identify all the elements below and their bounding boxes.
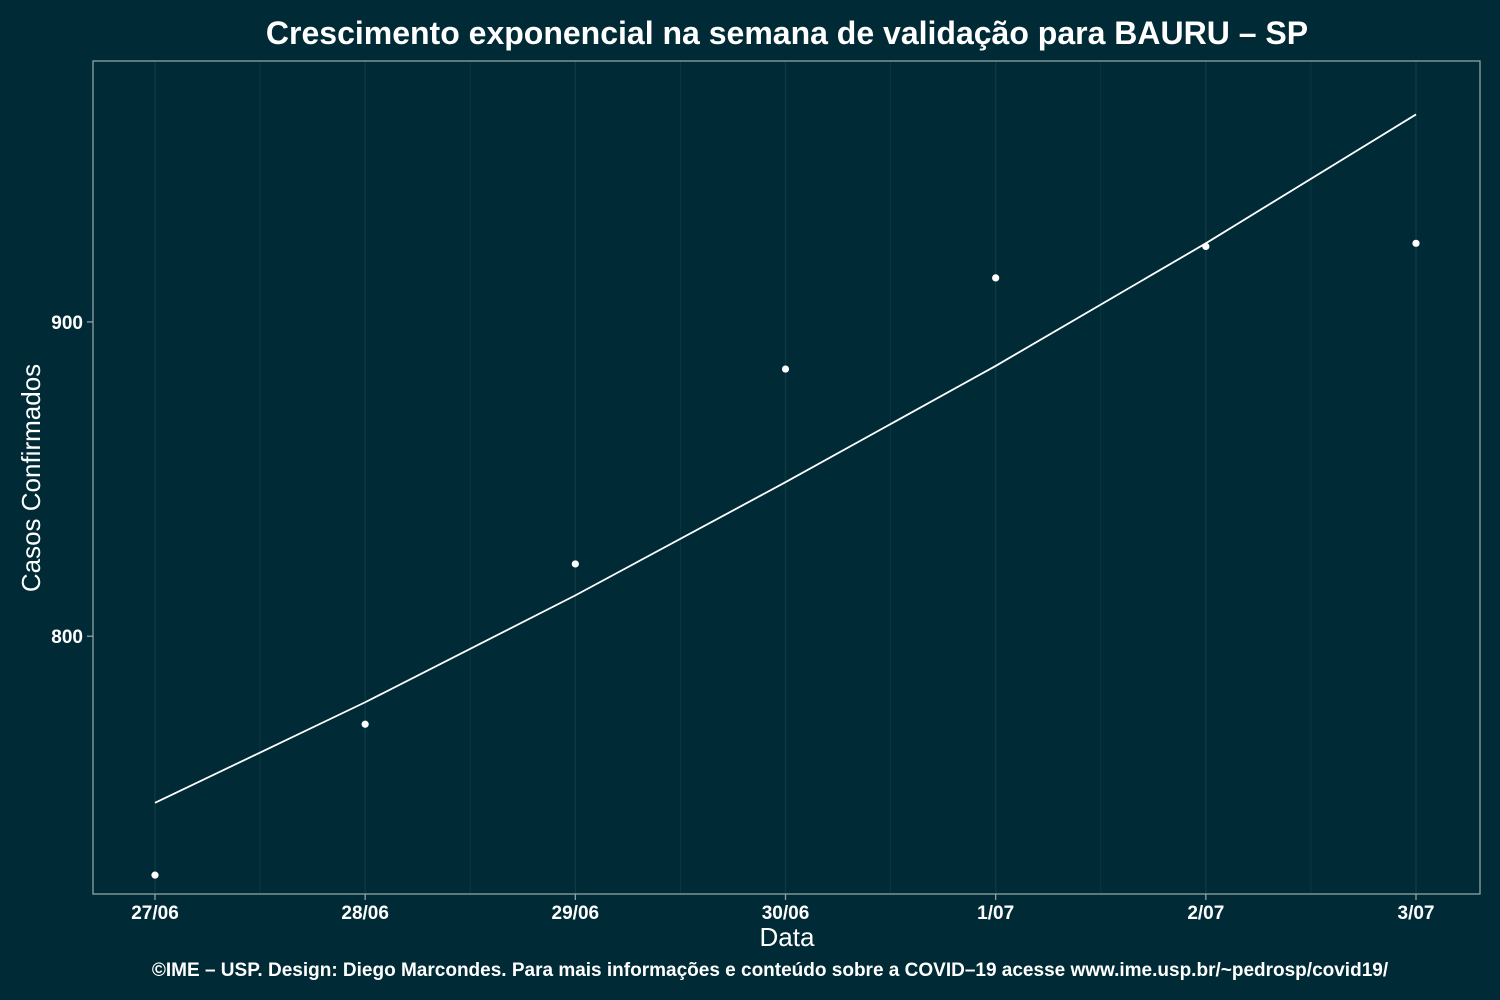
data-point: [781, 365, 790, 373]
x-tick-label: 27/06: [131, 903, 179, 924]
data-point: [992, 274, 1000, 282]
data-point: [571, 560, 579, 568]
y-tick-label: 900: [51, 313, 83, 334]
x-axis-title: Data: [760, 922, 815, 952]
y-tick-label: 800: [51, 627, 83, 648]
plot-border: [92, 60, 1481, 895]
data-point: [1412, 239, 1420, 247]
y-axis-ticks: 800 900: [51, 313, 93, 648]
x-tick-label: 1/07: [977, 903, 1014, 924]
data-point: [151, 871, 159, 879]
x-tick-label: 2/07: [1187, 903, 1224, 924]
caption: ©IME – USP. Design: Diego Marcondes. Par…: [152, 960, 1389, 981]
x-tick-label: 30/06: [762, 903, 810, 924]
y-axis-title: Casos Confirmados: [16, 364, 46, 592]
x-tick-label: 28/06: [341, 903, 389, 924]
x-axis-ticks: 27/06 28/06 29/06 30/06 1/07 2/07 3/07: [131, 894, 1434, 924]
data-point: [361, 720, 369, 728]
x-tick-label: 3/07: [1398, 903, 1435, 924]
data-point: [1202, 242, 1210, 251]
chart-title: Crescimento exponencial na semana de val…: [266, 15, 1308, 51]
x-tick-label: 29/06: [552, 903, 600, 924]
grid-lines: [154, 61, 1417, 894]
data-points: [151, 239, 1420, 879]
